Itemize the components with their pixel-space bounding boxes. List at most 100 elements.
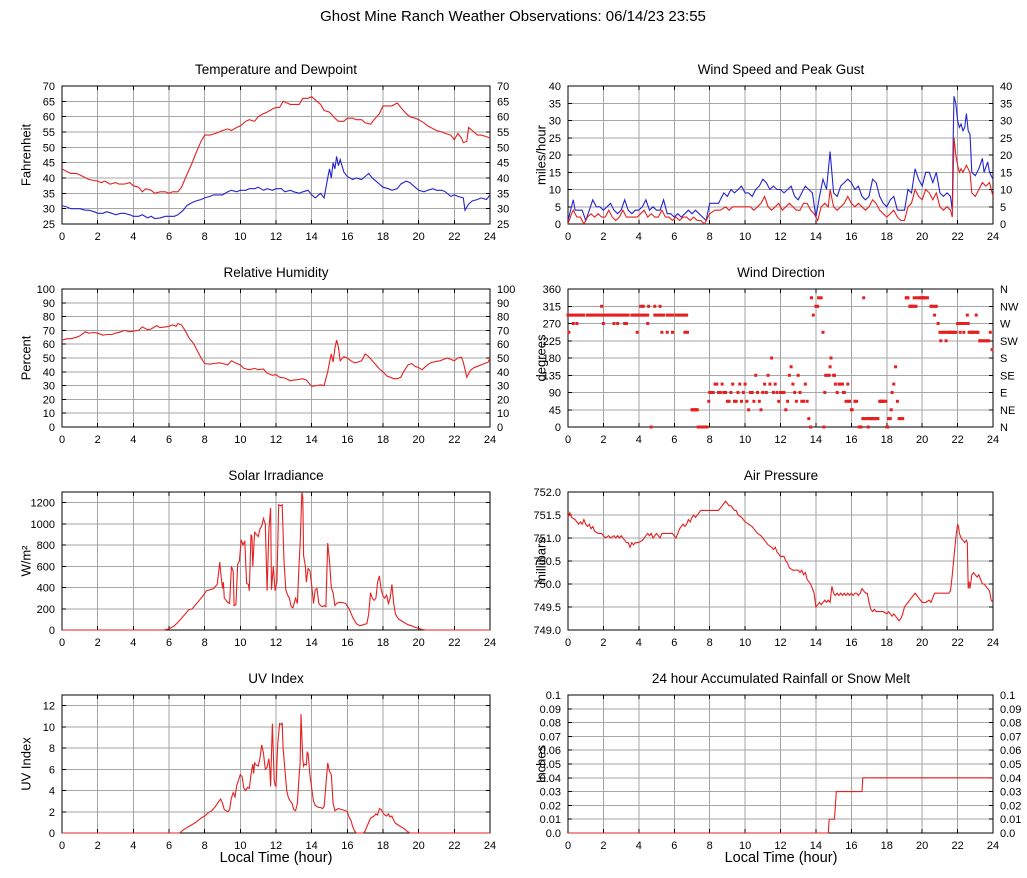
x-tick-label: 4 — [130, 637, 136, 649]
gridlines — [568, 86, 993, 224]
tick-labels: 0 2 4 6 8 10 12 14 16 18 20 22 24749.0749.5750.0750.… — [533, 487, 999, 649]
x-tick-label: 10 — [739, 637, 751, 649]
y-tick-label: 70 — [43, 81, 55, 93]
x-tick-label: 20 — [916, 231, 928, 243]
y-tick-label: 0.1 — [546, 690, 561, 702]
x-tick-label: 6 — [166, 434, 172, 446]
y-tick-label: 225 — [543, 336, 561, 348]
x-tick-label: 6 — [166, 637, 172, 649]
chart-air-pressure: 0 2 4 6 8 10 12 14 16 18 20 22 24749.0749.5750.0750.… — [533, 487, 999, 649]
x-tick-label: 8 — [707, 840, 713, 852]
y2-tick-label: 70 — [497, 325, 509, 337]
x-tick-label: 12 — [270, 231, 282, 243]
y-tick-label: 6 — [49, 764, 55, 776]
y2-tick-label: 70 — [497, 81, 509, 93]
x-tick-label: 2 — [95, 231, 101, 243]
y2-tick-label: 20 — [1000, 150, 1012, 162]
y-tick-label: 30 — [43, 381, 55, 393]
series-irradiance — [62, 491, 490, 631]
y-tick-label: 0.02 — [540, 800, 561, 812]
x-tick-label: 22 — [951, 637, 963, 649]
chart-rainfall: 0 2 4 6 8 10 12 14 16 18 20 22 240.0 0.00.01 0.010.02 0… — [540, 690, 1022, 852]
y-tick-label: 40 — [549, 81, 561, 93]
y2-tick-label: 50 — [497, 353, 509, 365]
x-tick-label: 0 — [59, 840, 65, 852]
x-tick-label: 0 — [59, 434, 65, 446]
x-tick-label: 4 — [636, 434, 642, 446]
chart-title-relative-humidity: Relative Humidity — [223, 265, 329, 280]
x-tick-label: 22 — [448, 840, 460, 852]
x-tick-label: 24 — [987, 231, 999, 243]
y2-tick-label: 30 — [497, 204, 509, 216]
series-pressure — [567, 500, 994, 622]
x-tick-label: 10 — [234, 434, 246, 446]
gridlines — [62, 86, 490, 224]
y2-tick-label: SW — [1000, 336, 1018, 348]
x-tick-label: 18 — [377, 231, 389, 243]
y-tick-label: 315 — [543, 301, 561, 313]
x-tick-label: 16 — [341, 840, 353, 852]
x-tick-label: 14 — [306, 231, 318, 243]
series-rainfall — [568, 777, 993, 834]
x-tick-label: 18 — [377, 637, 389, 649]
y-tick-label: 0 — [49, 828, 55, 840]
y2-tick-label: 60 — [497, 339, 509, 351]
y-axis-label-fahrenheit: Fahrenheit — [18, 123, 34, 187]
y2-tick-label: NE — [1000, 405, 1015, 417]
x-tick-label: 16 — [845, 434, 857, 446]
y2-tick-label: 0.06 — [1000, 745, 1021, 757]
x-tick-label: 4 — [636, 840, 642, 852]
x-tick-label: 14 — [306, 840, 318, 852]
y-axis-label-millibars: millibars — [533, 537, 549, 585]
y-axis-label-degrees: degrees — [533, 334, 549, 382]
x-tick-label: 18 — [377, 434, 389, 446]
x-tick-label: 4 — [130, 231, 136, 243]
y-tick-label: 5 — [555, 202, 561, 214]
y2-tick-label: SE — [1000, 370, 1015, 382]
x-axis-label-right: Local Time (hour) — [724, 850, 838, 866]
y2-tick-label: 0.02 — [1000, 800, 1021, 812]
x-tick-label: 14 — [810, 637, 822, 649]
tick-marks — [567, 491, 994, 631]
series-dewpoint — [61, 156, 491, 220]
x-tick-label: 16 — [845, 840, 857, 852]
y2-tick-label: 0.04 — [1000, 773, 1021, 785]
y2-tick-label: 40 — [497, 367, 509, 379]
y-tick-label: 4 — [49, 786, 55, 798]
y2-tick-label: 60 — [497, 112, 509, 124]
gridlines — [62, 492, 490, 630]
tick-marks — [61, 288, 491, 428]
y2-tick-label: 0.01 — [1000, 814, 1021, 826]
y-tick-label: 749.5 — [533, 602, 561, 614]
y2-tick-label: 40 — [497, 173, 509, 185]
y2-tick-label: 35 — [1000, 98, 1012, 110]
x-tick-label: 2 — [95, 840, 101, 852]
series-humidity — [61, 322, 491, 387]
y2-tick-label: 90 — [497, 298, 509, 310]
x-tick-label: 12 — [270, 434, 282, 446]
tick-labels: 0 2 4 6 8 10 12 14 16 18 20 22 240.0 0.00.01 0.010.02 0… — [540, 690, 1022, 852]
x-tick-label: 2 — [600, 231, 606, 243]
x-tick-label: 8 — [707, 434, 713, 446]
y-tick-label: 600 — [37, 561, 55, 573]
y-tick-label: 0.05 — [540, 759, 561, 771]
y-tick-label: 40 — [43, 173, 55, 185]
y2-tick-label: 30 — [497, 381, 509, 393]
gridlines — [568, 492, 993, 630]
y2-tick-label: 40 — [1000, 81, 1012, 93]
y2-tick-label: W — [1000, 319, 1011, 331]
x-tick-label: 20 — [413, 637, 425, 649]
y2-tick-label: 0.05 — [1000, 759, 1021, 771]
x-tick-label: 14 — [810, 434, 822, 446]
x-tick-label: 2 — [600, 840, 606, 852]
x-tick-label: 12 — [774, 231, 786, 243]
x-tick-label: 2 — [95, 637, 101, 649]
y2-tick-label: 80 — [497, 312, 509, 324]
y-tick-label: 270 — [543, 319, 561, 331]
tick-labels: 0 2 4 6 8 10 12 14 16 18 20 22 240200400600800100012… — [31, 498, 497, 649]
y2-tick-label: E — [1000, 388, 1007, 400]
